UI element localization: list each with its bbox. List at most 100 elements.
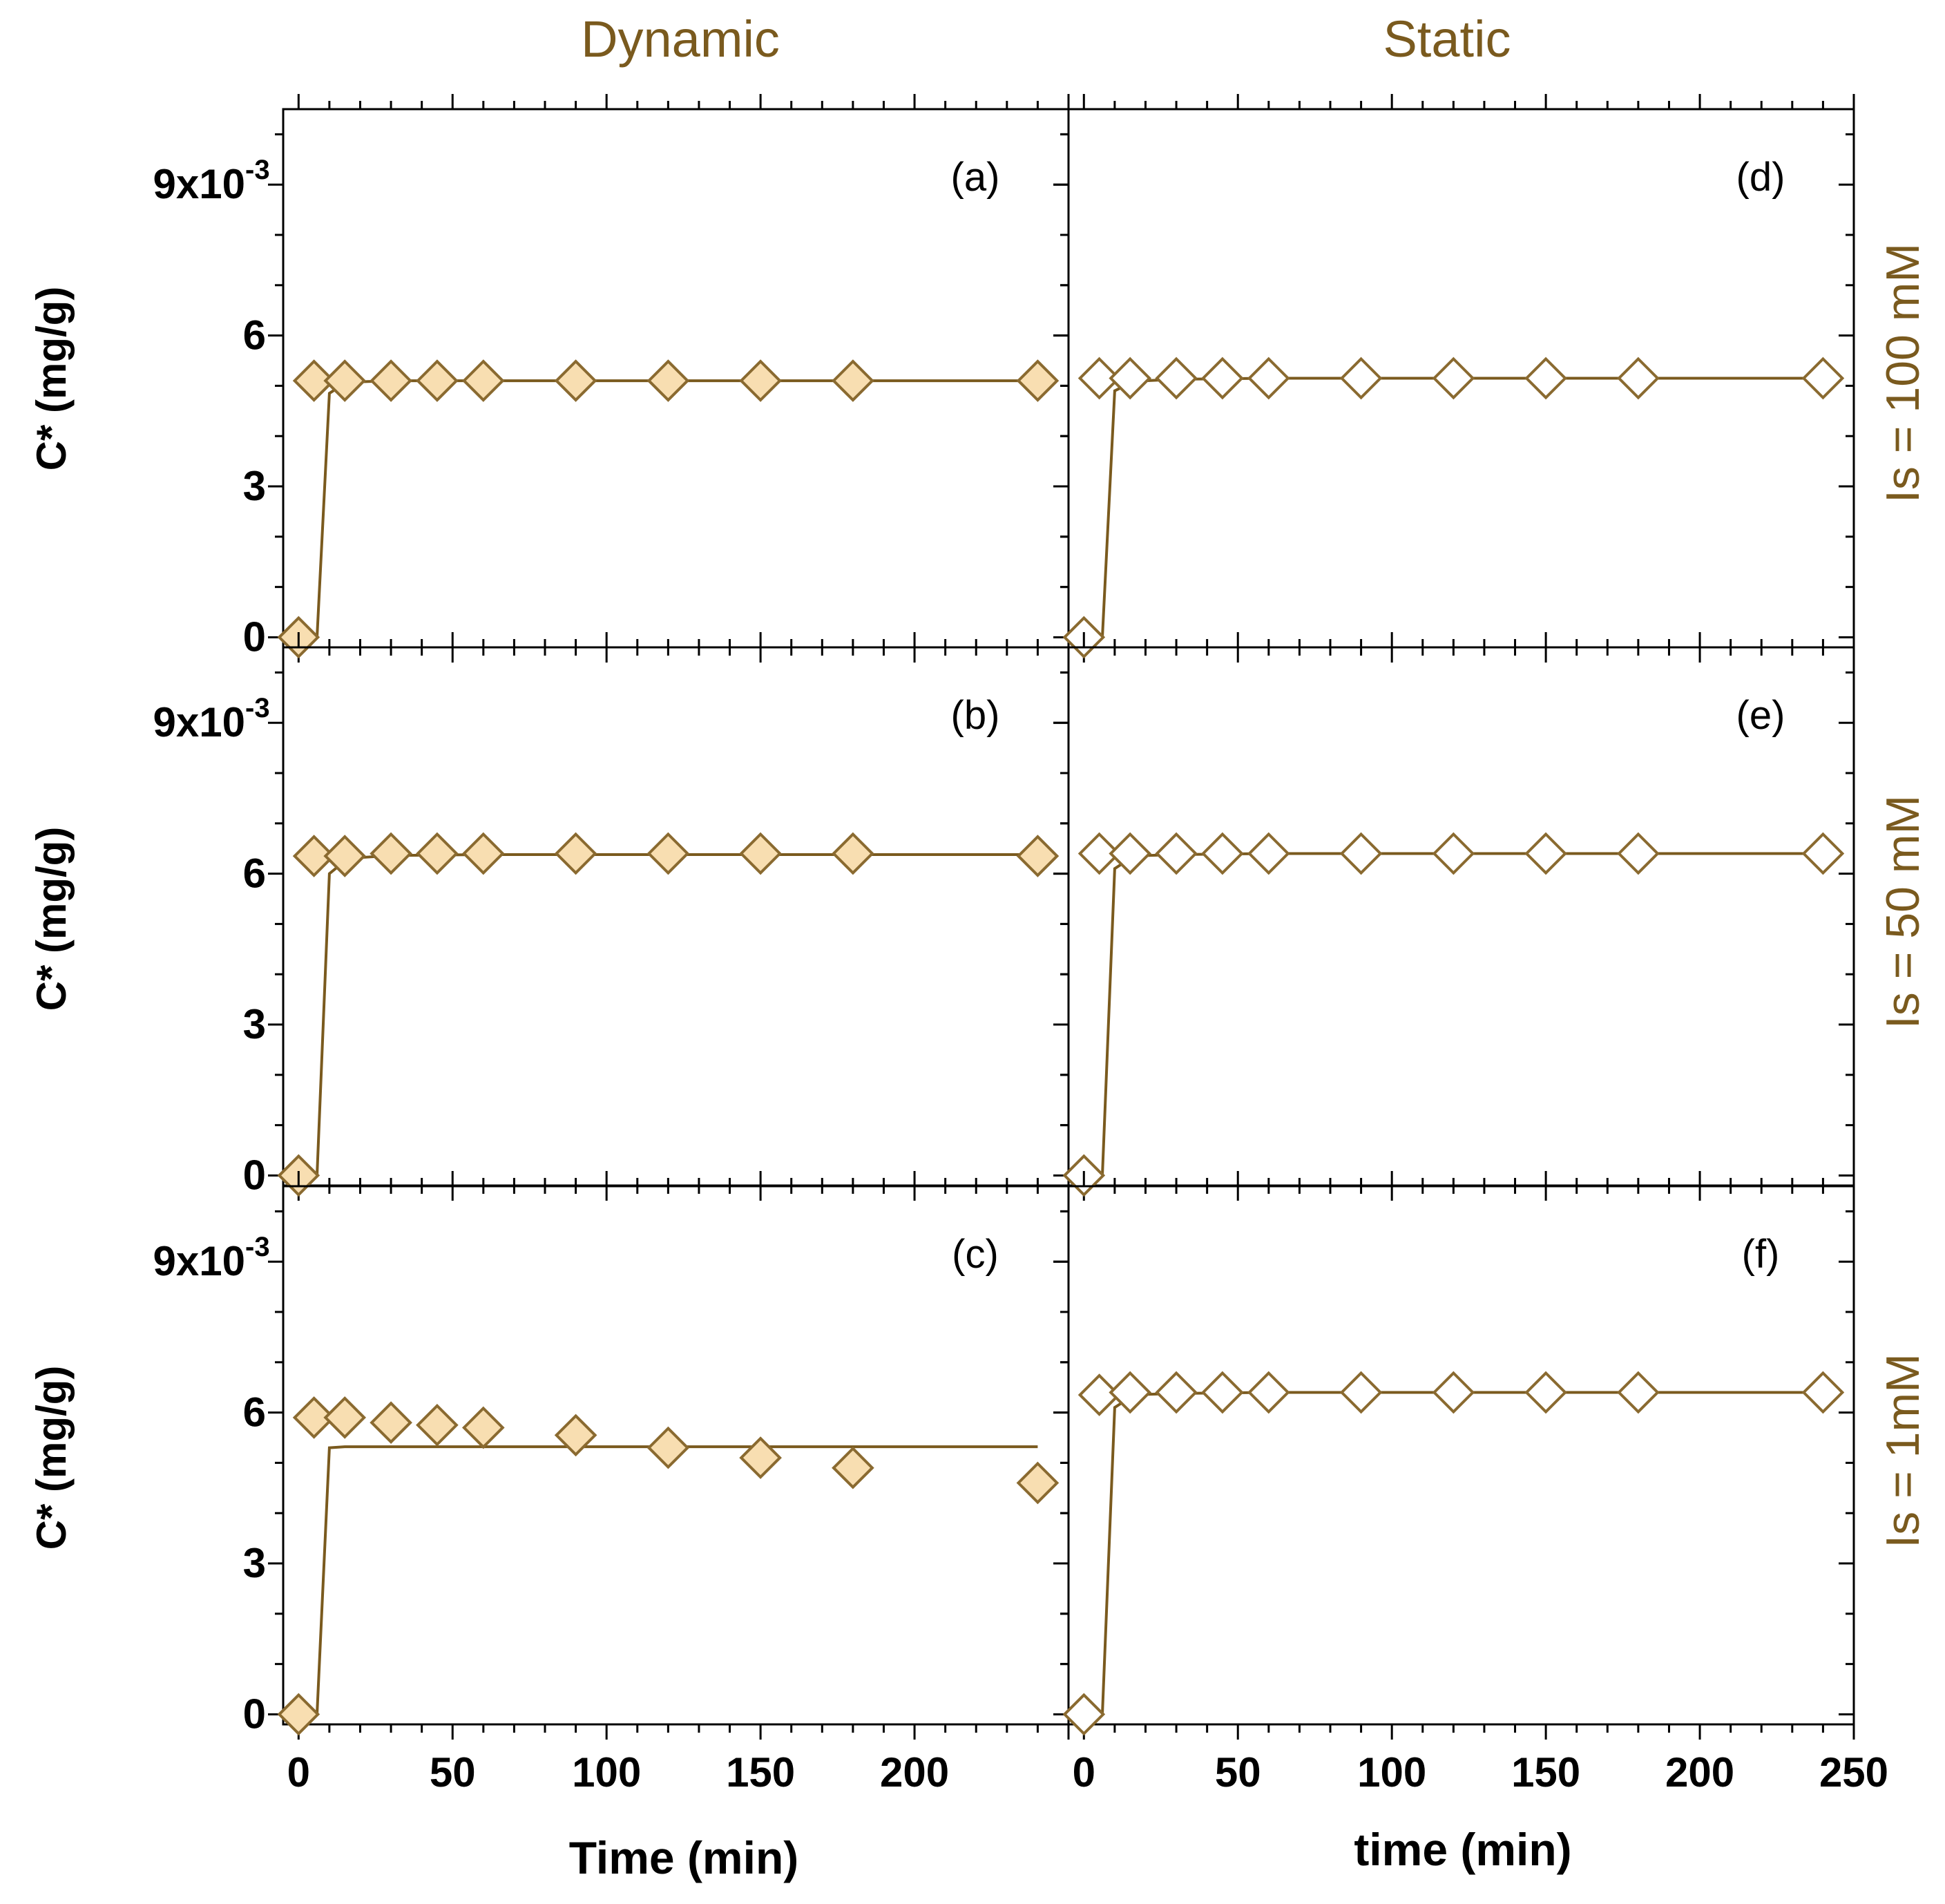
panel-e: (e) — [1053, 632, 1855, 1201]
data-point — [1432, 356, 1475, 400]
x-tick-label: 200 — [880, 1749, 949, 1796]
data-point — [370, 1401, 412, 1445]
y-tick-label: 9x10 — [153, 161, 245, 207]
y-axis-label-row-1: C* (mg/g) — [28, 287, 75, 471]
data-point — [461, 832, 505, 875]
y-tick-label: 0 — [243, 1152, 266, 1198]
y-axis-label-row-2: C* (mg/g) — [28, 827, 75, 1011]
data-point — [323, 1396, 367, 1439]
fit-line — [298, 379, 1038, 639]
data-point — [1339, 1371, 1383, 1414]
data-point — [416, 1403, 459, 1447]
data-point — [1155, 832, 1198, 875]
y-exponent-label: -3 — [245, 155, 270, 185]
x-axis-label-static: time (min) — [1354, 1824, 1571, 1875]
y-tick-label: 9x10 — [153, 699, 245, 745]
panel-d: (d) — [1053, 94, 1855, 663]
data-point — [739, 359, 782, 402]
data-point — [1524, 356, 1567, 400]
x-tick-label: 0 — [287, 1749, 310, 1796]
data-point — [1432, 832, 1475, 875]
data-point — [1617, 356, 1660, 400]
panel-b: 0 3 6 9x10 -3 (b) — [153, 632, 1070, 1201]
fit-line — [298, 1445, 1038, 1716]
data-point — [1524, 1371, 1567, 1414]
y-tick-label: 6 — [243, 312, 266, 359]
panel-label: (b) — [951, 693, 1000, 738]
data-point — [1201, 1371, 1244, 1414]
x-tick-label: 50 — [1215, 1749, 1261, 1796]
y-tick-label: 3 — [243, 1540, 266, 1586]
data-point — [1077, 356, 1121, 400]
data-point — [646, 1426, 690, 1469]
x-tick-label: 50 — [430, 1749, 476, 1796]
fit-line — [1084, 852, 1823, 1177]
y-tick-label: 6 — [243, 850, 266, 897]
y-tick-label: 6 — [243, 1389, 266, 1436]
row-label-50mm: Is = 50 mM — [1877, 795, 1929, 1029]
data-point — [832, 1446, 874, 1489]
data-point — [739, 1436, 782, 1479]
data-point — [416, 359, 459, 402]
data-point — [1339, 356, 1383, 400]
panel-f: 0 50 100 150 200 250 (f) — [1053, 1171, 1888, 1796]
data-point — [292, 1396, 336, 1439]
x-tick-label: 150 — [726, 1749, 795, 1796]
data-point — [646, 832, 690, 875]
fit-line — [1084, 1391, 1823, 1716]
data-point — [461, 1406, 505, 1449]
panel-label: (d) — [1736, 155, 1785, 200]
panel-frame — [1067, 1185, 1855, 1726]
data-point — [1801, 832, 1845, 875]
data-point — [292, 835, 336, 877]
panel-label: (c) — [952, 1232, 999, 1277]
panel-c: 0 3 6 9x10 -3 0 50 100 150 200 (c) — [153, 1171, 1070, 1796]
panel-label: (e) — [1736, 693, 1785, 738]
data-point — [1801, 1371, 1845, 1414]
data-point — [1062, 1693, 1106, 1736]
y-tick-label: 3 — [243, 1001, 266, 1047]
panel-a: 0 3 6 9x10 -3 (a) — [153, 94, 1070, 663]
data-point — [323, 835, 367, 877]
data-point — [277, 1693, 320, 1736]
x-tick-label: 100 — [572, 1749, 641, 1796]
data-point — [292, 359, 336, 402]
x-tick-label: 0 — [1073, 1749, 1095, 1796]
data-point — [554, 359, 597, 402]
data-point — [1247, 356, 1290, 400]
data-point — [554, 1413, 597, 1457]
x-axis-label-dynamic: Time (min) — [569, 1832, 798, 1883]
data-point — [323, 359, 367, 402]
data-point — [1247, 1371, 1290, 1414]
data-point — [554, 832, 597, 875]
data-point — [416, 832, 459, 875]
y-tick-label: 9x10 — [153, 1238, 245, 1284]
data-point — [1155, 1371, 1198, 1414]
column-title-dynamic: Dynamic — [581, 10, 780, 68]
data-point — [1432, 1371, 1475, 1414]
row-label-100mm: Is = 100 mM — [1877, 243, 1929, 503]
data-point — [1077, 1373, 1121, 1416]
data-point — [832, 359, 874, 402]
data-point — [739, 832, 782, 875]
panel-label: (a) — [951, 155, 1000, 200]
data-point — [1155, 356, 1198, 400]
data-point — [1077, 832, 1121, 875]
y-axis-label-row-3: C* (mg/g) — [28, 1366, 75, 1550]
x-tick-label: 200 — [1665, 1749, 1734, 1796]
data-point — [370, 359, 412, 402]
data-point — [1247, 832, 1290, 875]
data-point — [1016, 1461, 1060, 1505]
y-tick-label: 0 — [243, 613, 266, 660]
y-tick-label: 0 — [243, 1691, 266, 1737]
fit-line — [298, 853, 1038, 1177]
data-point — [1339, 832, 1383, 875]
data-point — [461, 359, 505, 402]
data-point — [1201, 832, 1244, 875]
data-point — [1801, 356, 1845, 400]
data-point — [1109, 356, 1152, 400]
data-point — [646, 359, 690, 402]
data-point — [1617, 1371, 1660, 1414]
